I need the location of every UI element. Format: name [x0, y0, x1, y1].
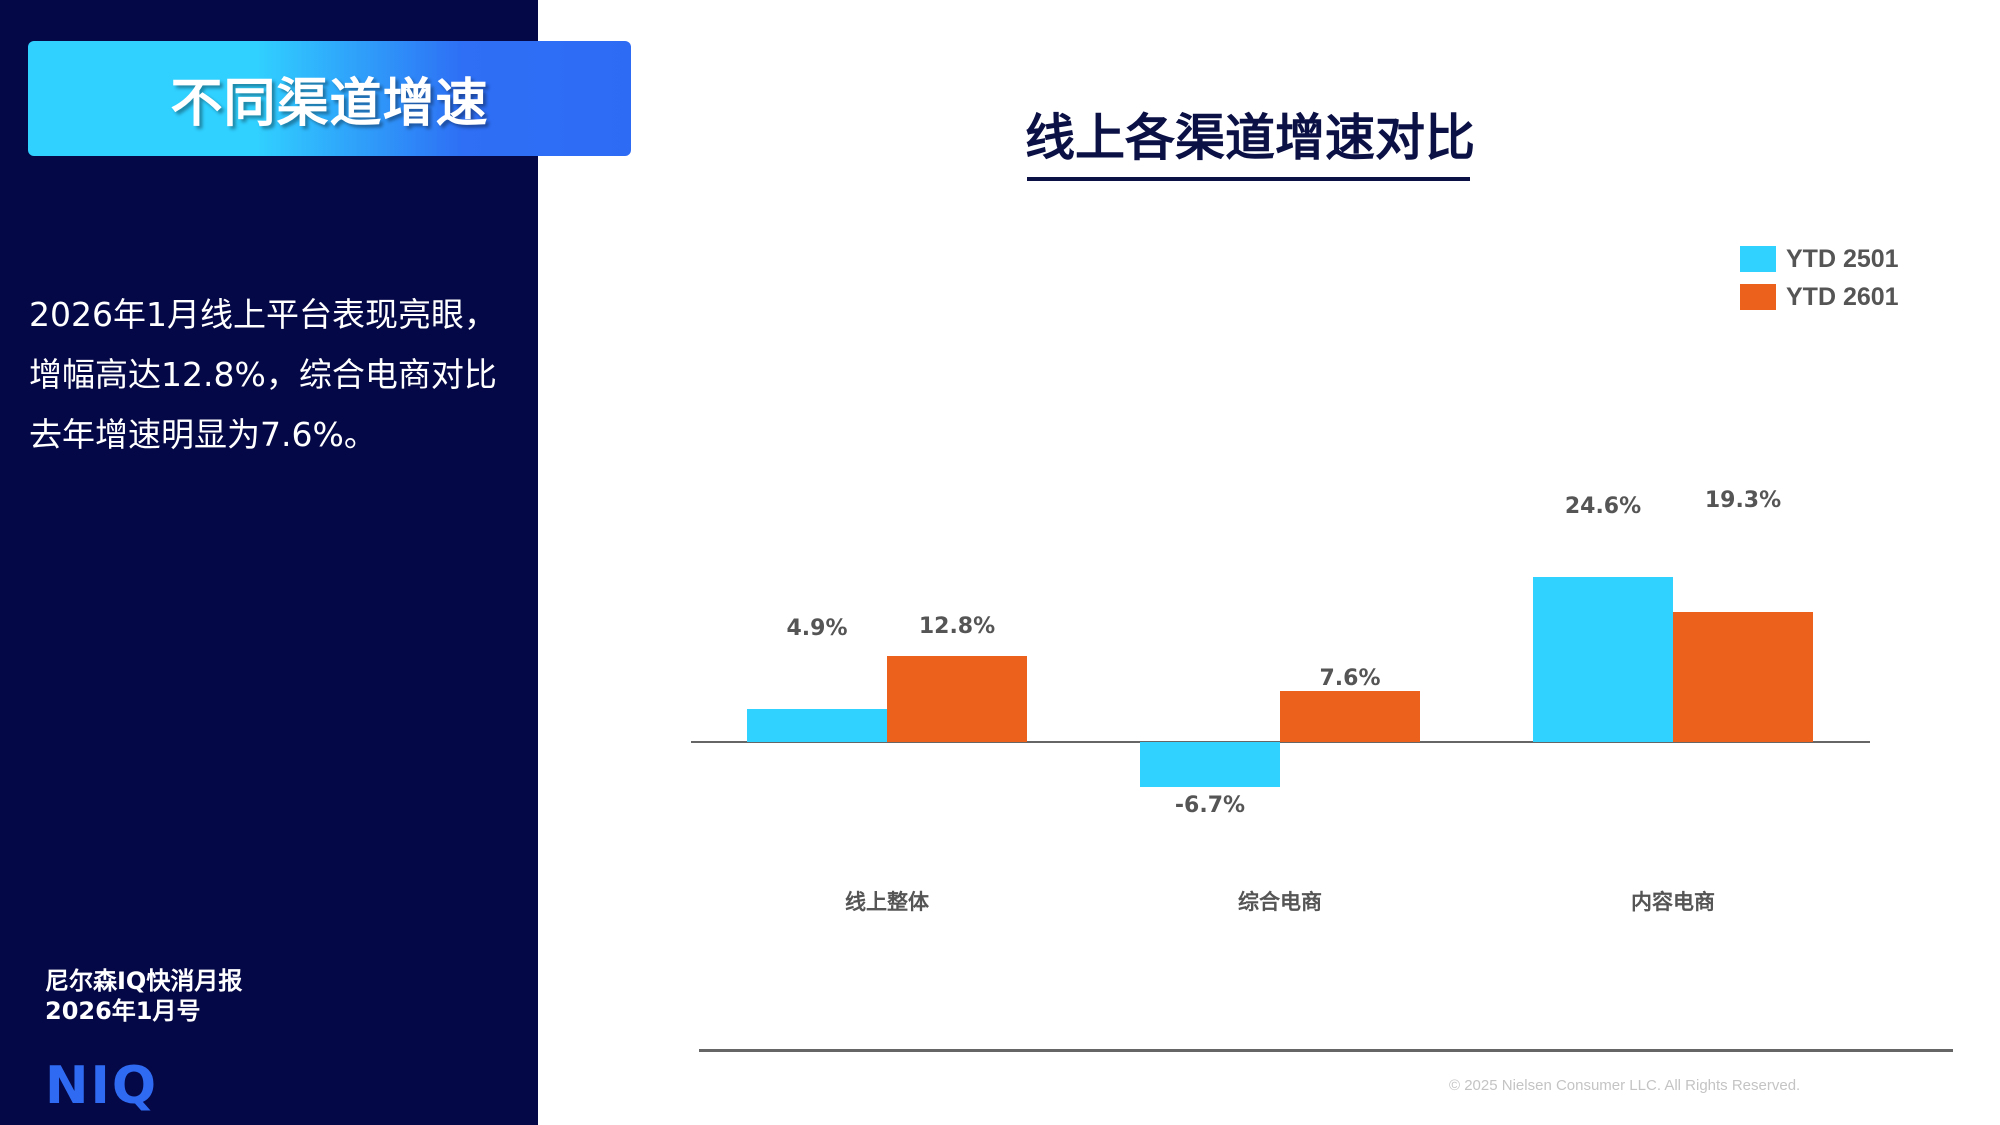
x-axis-line	[691, 741, 1870, 743]
summary-text: 2026年1月线上平台表现亮眼， 增幅高达12.8%，综合电商对比 去年增速明显…	[29, 285, 509, 465]
niq-logo: NIQ	[45, 1056, 159, 1116]
title-underline	[1027, 177, 1470, 181]
legend-label: YTD 2601	[1786, 282, 1899, 311]
category-label: 线上整体	[845, 890, 929, 914]
data-label: 24.6%	[1564, 494, 1642, 519]
summary-line: 2026年1月线上平台表现亮眼，	[29, 295, 497, 334]
category-label: 综合电商	[1238, 890, 1322, 914]
legend-swatch-cyan	[1740, 246, 1776, 272]
section-header: 不同渠道增速	[28, 41, 631, 156]
bar-ytd-2501	[1533, 576, 1673, 742]
legend-label: YTD 2501	[1786, 244, 1899, 273]
sidebar: 不同渠道增速 2026年1月线上平台表现亮眼， 增幅高达12.8%，综合电商对比…	[0, 0, 631, 1125]
footer-divider	[699, 1049, 1953, 1052]
chart-title: 线上各渠道增速对比	[1025, 109, 1475, 167]
bar-ytd-2601	[1280, 690, 1420, 742]
data-label: 19.3%	[1704, 488, 1782, 513]
data-label: -6.7%	[1174, 793, 1246, 819]
bar-ytd-2601	[1673, 612, 1813, 742]
report-name: 尼尔森IQ快消月报 2026年1月号	[45, 966, 242, 1026]
data-label: 7.6%	[1319, 666, 1381, 691]
legend-item-ytd-2601: YTD 2601	[1740, 278, 1899, 316]
summary-line: 增幅高达12.8%，综合电商对比	[29, 355, 497, 394]
summary-line: 去年增速明显为7.6%。	[29, 415, 377, 454]
copyright-text: © 2025 Nielsen Consumer LLC. All Rights …	[1449, 1077, 1801, 1094]
report-title: 尼尔森IQ快消月报	[45, 967, 243, 995]
legend-item-ytd-2501: YTD 2501	[1740, 240, 1899, 278]
bar-ytd-2501	[747, 709, 887, 742]
section-title: 不同渠道增速	[170, 74, 489, 134]
bar-ytd-2601	[887, 655, 1027, 742]
report-issue: 2026年1月号	[45, 997, 201, 1025]
bar-ytd-2501	[1140, 742, 1280, 788]
data-label: 4.9%	[786, 616, 848, 641]
chart-legend: YTD 2501 YTD 2601	[1740, 240, 1899, 316]
category-label: 内容电商	[1631, 890, 1715, 914]
data-label: 12.8%	[918, 614, 996, 639]
legend-swatch-orange	[1740, 284, 1776, 310]
